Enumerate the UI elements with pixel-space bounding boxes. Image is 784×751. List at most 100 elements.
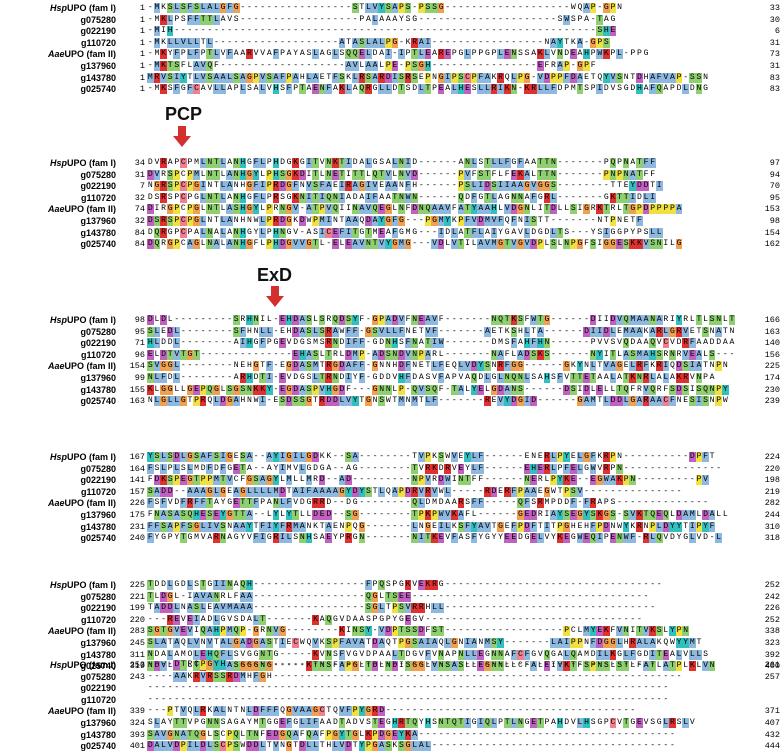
sequence-row: g075280 31 D V R S P C P M L N T L A N H G Y L P H S G K D I T L N E T I…: [0, 169, 784, 180]
sequence-row: g025740 163 N L G L L G T P R Q L D G A H N W I - E S D S S G T R D D L…: [0, 396, 784, 407]
sequence-name: g137960: [80, 510, 116, 520]
sequence-row: g110720 220- - - R E V E I A D L G V S D A L T - - - - - - - K A Q G V…: [0, 614, 784, 625]
sequence-name: AaeUPO (fam II): [47, 204, 116, 215]
sequence-end-position: 224: [764, 452, 780, 462]
sequence-start-position: 1: [139, 61, 145, 71]
sequence-name: HspUPO (fam I): [49, 580, 116, 590]
sequence-start-position: 167: [129, 452, 145, 462]
sequence-start-position: 96: [134, 349, 145, 360]
sequence-end-position: 407: [764, 718, 780, 728]
sequence-residues: ----------------------------------------…: [147, 683, 669, 693]
sequence-name: g075280: [80, 169, 116, 180]
sequence-row: g075280 164 F S L P L S L M D F D F G E T A - - A Y I M V L G D G A - -…: [0, 463, 784, 474]
sequence-end-position: 310: [764, 521, 780, 532]
sequence-name: g022190: [80, 338, 116, 349]
pcp-arrow-icon: [173, 126, 191, 147]
sequence-end-position: 6: [774, 26, 780, 37]
sequence-start-position: 1: [139, 72, 145, 83]
sequence-row: AaeUPO (fam II) 74 D I R G P C P G L N T L A S H G Y L P R N G V…: [0, 204, 784, 215]
sequence-start-position: 84: [134, 239, 145, 250]
sequence-start-position: 245: [129, 638, 145, 648]
sequence-row: AaeUPO (fam II) 339- - - P T V Q L R K A L N T N L D F F F Q G…: [0, 706, 784, 717]
sequence-row: g137960 32 D S R S P C P G L N T L A N H N W L P R D G K D W P M I N T A…: [0, 216, 784, 226]
sequence-name: g143780: [80, 649, 116, 660]
sequence-residues: ----------------------------------------…: [147, 694, 669, 704]
sequence-row: g110720 96 E L D T V T G T - - - - - - - - - - - - - - E H A S L T R L D…: [0, 349, 784, 360]
sequence-end-position: 162: [764, 239, 780, 250]
sequence-end-position: 242: [764, 591, 780, 602]
sequence-start-position: 243: [129, 671, 145, 682]
sequence-name: g110720: [80, 614, 116, 625]
sequence-end-position: 282: [764, 498, 780, 509]
sequence-row: HspUPO (fam I) 34 D V R A P C P M L N T L A N H G F L P H D G K G…: [0, 158, 784, 168]
sequence-end-position: [740, 683, 780, 693]
sequence-name: g110720: [80, 192, 116, 203]
sequence-name: g022190: [80, 603, 116, 614]
sequence-start-position: 1: [139, 14, 145, 25]
sequence-name: g025740: [80, 84, 116, 95]
sequence-name: g137960: [80, 718, 116, 728]
sequence-row: HspUPO (fam I) 225 T D D L G D L S T G I I N A Q H - - - - - - -…: [0, 580, 784, 590]
sequence-end-position: 163: [764, 326, 780, 337]
sequence-row: HspUPO (fam I) 253- - - - D T R C P G Y H - - - - - - - - - - -…: [0, 660, 784, 670]
sequence-end-position: 230: [764, 384, 780, 395]
sequence-end-position: 239: [764, 396, 780, 407]
sequence-name: g110720: [80, 486, 116, 497]
sequence-end-position: 70: [769, 181, 780, 192]
sequence-end-position: 318: [764, 533, 780, 544]
sequence-row: g022190 71 H L D D L - - - - - - - - A I H G F P G E V D G S M S R N D I…: [0, 338, 784, 349]
sequence-start-position: 84: [134, 227, 145, 238]
sequence-row: g022190 - - - - - - - - - - - - - - - - - - - - - - - - - - - - - - - - -…: [0, 683, 784, 693]
sequence-end-position: 95: [769, 192, 780, 203]
sequence-start-position: 71: [134, 338, 145, 349]
sequence-end-position: 31: [769, 37, 780, 48]
sequence-name: g075280: [80, 671, 116, 682]
sequence-row: g075280 243- - - - A A K R V R S S R D M H F G H - - - - - - - - - - -…: [0, 671, 784, 682]
sequence-end-position: 219: [764, 486, 780, 497]
sequence-row: g022190 7 N G R S P C P G I N T L A N H G F I P R D G F N V S F A E I R A…: [0, 181, 784, 192]
sequence-row: g022190 199 T A D D L N A S L E A V M A A A - - - - - - - - - - - - - -…: [0, 603, 784, 614]
sequence-name: HspUPO (fam I): [49, 660, 116, 670]
sequence-name: g075280: [80, 14, 116, 25]
sequence-name: g143780: [80, 384, 116, 395]
sequence-end-position: 338: [764, 626, 780, 637]
sequence-start-position: 240: [129, 533, 145, 544]
sequence-row: HspUPO (fam I) 98 D L D L - - - - - - - - - S R H N I L - E H D A…: [0, 315, 784, 325]
sequence-row: g025740 84 D Q R G P C A G L N A L A N H G F L P H D G V V G T L - E L E…: [0, 239, 784, 250]
sequence-start-position: 1: [139, 26, 145, 37]
sequence-row: g022190 141 F D K S P E G T P P M T V C F G S A G Y L M L L M R D - - A…: [0, 475, 784, 486]
sequence-name: g025740: [80, 661, 116, 672]
sequence-start-position: 164: [129, 463, 145, 474]
sequence-end-position: 323: [764, 638, 780, 648]
sequence-end-position: 261: [764, 660, 780, 670]
sequence-start-position: 199: [129, 603, 145, 614]
sequence-name: g022190: [80, 683, 116, 694]
sequence-end-position: 444: [764, 741, 780, 751]
sequence-start-position: 95: [134, 326, 145, 337]
sequence-name: g022190: [80, 181, 116, 192]
sequence-end-position: 220: [764, 463, 780, 474]
